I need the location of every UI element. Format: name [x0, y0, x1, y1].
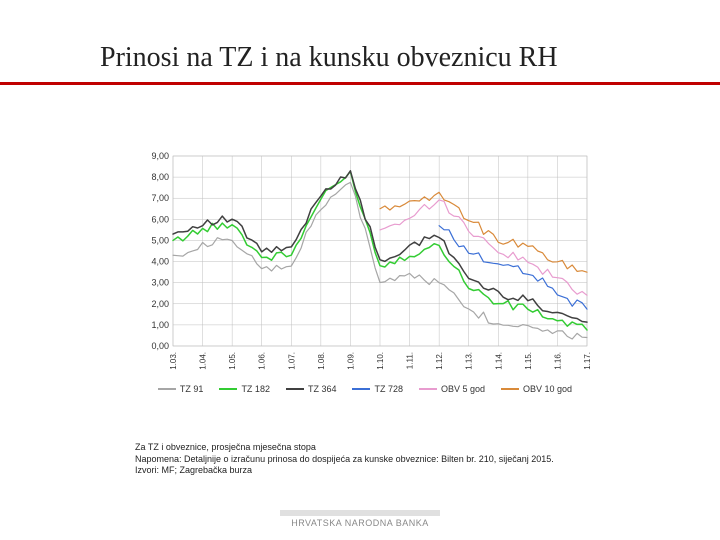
legend-label: OBV 10 god: [523, 384, 572, 394]
svg-text:1.11.: 1.11.: [406, 352, 415, 369]
legend-item: OBV 5 god: [419, 384, 485, 394]
svg-text:4,00: 4,00: [151, 257, 169, 267]
chart-notes: Za TZ i obveznice, prosječna mjesečna st…: [135, 442, 554, 477]
svg-text:1.07.: 1.07.: [287, 352, 296, 370]
footer-text: HRVATSKA NARODNA BANKA: [0, 518, 720, 528]
note-line-2: Napomena: Detaljnije o izračunu prinosa …: [135, 454, 554, 466]
page-title: Prinosi na TZ i na kunsku obveznicu RH: [100, 42, 700, 74]
note-line-3: Izvori: MF; Zagrebačka burza: [135, 465, 554, 477]
yield-chart: 0,00 1,00 2,00 3,00 4,00 5,00 6,00 7,00 8,00 9,00…: [135, 150, 595, 410]
footer: HRVATSKA NARODNA BANKA: [0, 510, 720, 528]
legend-item: TZ 91: [158, 384, 204, 394]
note-line-1: Za TZ i obveznice, prosječna mjesečna st…: [135, 442, 554, 454]
svg-text:1.05.: 1.05.: [228, 352, 237, 370]
svg-text:1.03.: 1.03.: [169, 352, 178, 370]
legend-swatch: [286, 388, 304, 390]
legend-item: OBV 10 god: [501, 384, 572, 394]
legend-label: TZ 728: [374, 384, 403, 394]
svg-text:1.04.: 1.04.: [199, 352, 208, 370]
legend-label: TZ 364: [308, 384, 337, 394]
svg-text:3,00: 3,00: [151, 278, 169, 288]
svg-text:1.15.: 1.15.: [524, 352, 533, 370]
legend-item: TZ 728: [352, 384, 403, 394]
svg-text:1.10.: 1.10.: [376, 352, 385, 370]
svg-text:6,00: 6,00: [151, 214, 169, 224]
legend-item: TZ 182: [219, 384, 270, 394]
svg-text:1.13.: 1.13.: [465, 352, 474, 370]
svg-text:9,00: 9,00: [151, 151, 169, 161]
svg-text:1.16.: 1.16.: [553, 352, 562, 370]
svg-text:1,00: 1,00: [151, 320, 169, 330]
legend-swatch: [419, 388, 437, 390]
legend-swatch: [352, 388, 370, 390]
title-divider: [0, 82, 720, 85]
svg-text:2,00: 2,00: [151, 299, 169, 309]
svg-text:1.14.: 1.14.: [494, 352, 503, 370]
svg-text:1.17.: 1.17.: [583, 352, 592, 370]
chart-legend: TZ 91 TZ 182 TZ 364 TZ 728 OBV 5 god OBV 10 g…: [135, 384, 595, 394]
legend-label: OBV 5 god: [441, 384, 485, 394]
legend-label: TZ 91: [180, 384, 204, 394]
legend-swatch: [158, 388, 176, 390]
chart-canvas: 0,00 1,00 2,00 3,00 4,00 5,00 6,00 7,00 8,00 9,00…: [135, 150, 595, 380]
svg-text:7,00: 7,00: [151, 193, 169, 203]
svg-text:1.08.: 1.08.: [317, 352, 326, 370]
legend-swatch: [219, 388, 237, 390]
legend-label: TZ 182: [241, 384, 270, 394]
svg-text:1.09.: 1.09.: [346, 352, 355, 370]
svg-text:0,00: 0,00: [151, 341, 169, 351]
svg-text:1.06.: 1.06.: [258, 352, 267, 370]
legend-item: TZ 364: [286, 384, 337, 394]
footer-bar: [280, 510, 440, 516]
svg-text:5,00: 5,00: [151, 235, 169, 245]
legend-swatch: [501, 388, 519, 390]
svg-text:8,00: 8,00: [151, 172, 169, 182]
svg-text:1.12.: 1.12.: [435, 352, 444, 370]
